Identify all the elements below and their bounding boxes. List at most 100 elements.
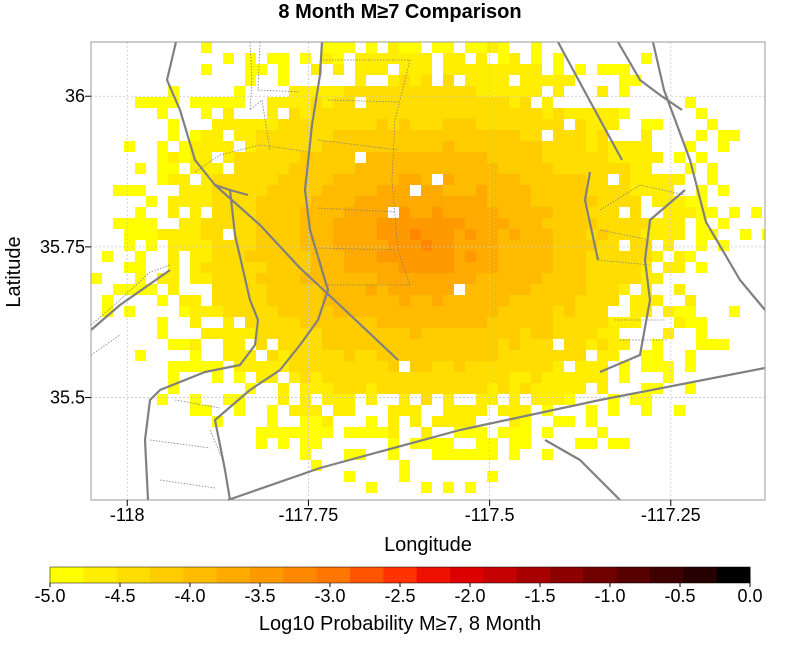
- heatmap-cell: [333, 174, 344, 185]
- heatmap-cell: [366, 174, 377, 185]
- heatmap-cell: [245, 196, 256, 207]
- heatmap-cell: [355, 372, 366, 383]
- fault-trace: [227, 366, 766, 502]
- heatmap-cell: [311, 108, 322, 119]
- heatmap-cell: [157, 141, 168, 152]
- heatmap-cell: [476, 75, 487, 86]
- heatmap-cell: [509, 372, 520, 383]
- heatmap-cell: [267, 229, 278, 240]
- heatmap-cell: [509, 251, 520, 262]
- heatmap-cell: [509, 449, 520, 460]
- heatmap-cell: [619, 372, 630, 383]
- heatmap-cell: [355, 350, 366, 361]
- colorbar-tick-label: -2.5: [384, 586, 415, 606]
- heatmap-cell: [718, 141, 729, 152]
- heatmap-cell: [520, 295, 531, 306]
- heatmap-cell: [597, 163, 608, 174]
- heatmap-cell: [498, 174, 509, 185]
- heatmap-cell: [531, 42, 542, 53]
- heatmap-cell: [289, 229, 300, 240]
- heatmap-cell: [630, 240, 641, 251]
- colorbar-swatch: [183, 567, 218, 583]
- heatmap-cell: [432, 42, 443, 53]
- heatmap-cell: [575, 339, 586, 350]
- heatmap-cell: [476, 262, 487, 273]
- heatmap-cell: [542, 295, 553, 306]
- heatmap-cell: [421, 284, 432, 295]
- fault-lines: [90, 41, 766, 502]
- heatmap-cell: [388, 317, 399, 328]
- heatmap-cell: [311, 328, 322, 339]
- heatmap-cell: [674, 174, 685, 185]
- heatmap-cell: [168, 284, 179, 295]
- heatmap-cell: [696, 108, 707, 119]
- heatmap-cell: [377, 383, 388, 394]
- heatmap-cell: [542, 306, 553, 317]
- heatmap-cell: [212, 284, 223, 295]
- heatmap-cell: [553, 372, 564, 383]
- heatmap-cell: [564, 185, 575, 196]
- heatmap-cell: [443, 350, 454, 361]
- x-tick-label: -117.5: [465, 505, 515, 525]
- heatmap-cell: [498, 295, 509, 306]
- heatmap-cell: [421, 53, 432, 64]
- heatmap-cell: [542, 207, 553, 218]
- heatmap-cell: [575, 361, 586, 372]
- heatmap-cell: [278, 53, 289, 64]
- heatmap-cell: [520, 229, 531, 240]
- heatmap-cell: [223, 273, 234, 284]
- heatmap-cell: [465, 427, 476, 438]
- heatmap-cell: [333, 295, 344, 306]
- heatmap-cell: [520, 163, 531, 174]
- heatmap-cell: [311, 416, 322, 427]
- heatmap-cell: [597, 86, 608, 97]
- heatmap-cell: [421, 427, 432, 438]
- heatmap-cell: [399, 328, 410, 339]
- heatmap-cell: [201, 130, 212, 141]
- heatmap-cell: [663, 229, 674, 240]
- heatmap-cell: [399, 152, 410, 163]
- heatmap-cell: [278, 383, 289, 394]
- heatmap-cell: [476, 108, 487, 119]
- fault-trace-minor: [194, 144, 311, 173]
- heatmap-cell: [212, 372, 223, 383]
- heatmap-cell: [542, 394, 553, 405]
- heatmap-cell: [300, 86, 311, 97]
- heatmap-cell: [366, 273, 377, 284]
- heatmap-cell: [597, 328, 608, 339]
- heatmap-cell: [377, 196, 388, 207]
- heatmap-cell: [278, 317, 289, 328]
- heatmap-cell: [333, 218, 344, 229]
- heatmap-cell: [542, 339, 553, 350]
- heatmap-cell: [586, 339, 597, 350]
- heatmap-cell: [201, 64, 212, 75]
- heatmap-cell: [608, 284, 619, 295]
- colorbar-tick-label: -3.5: [244, 586, 275, 606]
- heatmap-cell: [267, 427, 278, 438]
- heatmap-cell: [586, 438, 597, 449]
- heatmap-cell: [608, 394, 619, 405]
- heatmap-cell: [575, 284, 586, 295]
- heatmap-cell: [641, 350, 652, 361]
- heatmap-cell: [289, 152, 300, 163]
- heatmap-cell: [267, 295, 278, 306]
- heatmap-cell: [300, 229, 311, 240]
- heatmap-cell: [333, 317, 344, 328]
- colorbar-swatch: [650, 567, 684, 583]
- heatmap-cell: [465, 163, 476, 174]
- heatmap-cell: [421, 130, 432, 141]
- heatmap-cell: [465, 306, 476, 317]
- heatmap-cell: [696, 207, 707, 218]
- heatmap-cell: [509, 218, 520, 229]
- heatmap-cell: [487, 185, 498, 196]
- heatmap-cell: [300, 427, 311, 438]
- heatmap-cell: [476, 361, 487, 372]
- colorbar-swatch: [616, 567, 651, 583]
- heatmap-cell: [410, 405, 421, 416]
- heatmap-cell: [465, 86, 476, 97]
- heatmap-cell: [465, 295, 476, 306]
- heatmap-cell: [520, 240, 531, 251]
- heatmap-cell: [476, 240, 487, 251]
- colorbar-swatch: [83, 567, 118, 583]
- heatmap-cell: [410, 438, 421, 449]
